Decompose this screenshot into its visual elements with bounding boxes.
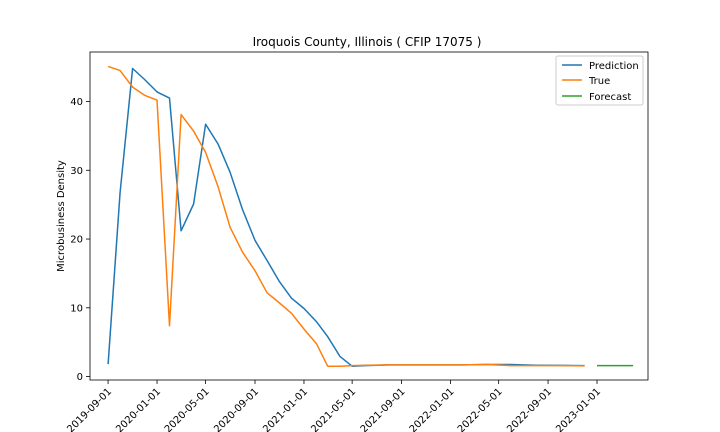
y-tick-label: 10 [70,303,83,314]
legend-label-prediction: Prediction [589,61,639,72]
y-tick-label: 40 [70,97,83,108]
legend-box [555,55,644,106]
y-tick-label: 30 [70,166,83,177]
series-line-true [107,65,585,367]
y-tick-label: 20 [70,235,83,246]
legend-label-true: True [588,76,610,87]
legend: Prediction True Forecast [555,55,644,106]
y-axis-label: Microbusiness Density [56,160,67,272]
chart-title: Iroquois County, Illinois ( CFIP 17075 ) [253,35,482,49]
series-layer [107,65,634,367]
plot-frame [89,51,649,381]
y-tick-label: 0 [77,372,83,383]
legend-label-forecast: Forecast [589,92,631,103]
